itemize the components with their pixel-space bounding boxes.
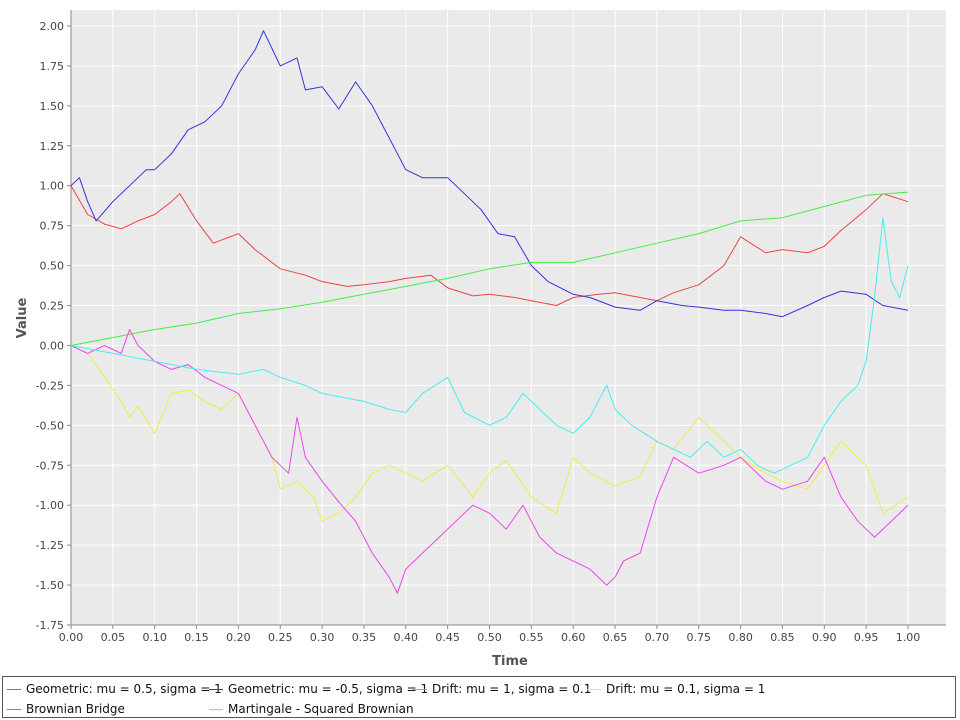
x-tick-label: 0.15 bbox=[184, 631, 209, 644]
x-tick-label: 0.95 bbox=[854, 631, 879, 644]
legend: Geometric: mu = 0.5, sigma = 1 Geometric:… bbox=[2, 676, 956, 718]
y-tick-label: 2.00 bbox=[40, 20, 65, 33]
series-line-5 bbox=[70, 329, 909, 594]
x-tick-label: 0.30 bbox=[310, 631, 335, 644]
legend-swatch bbox=[7, 708, 21, 710]
y-tick-label: 0.00 bbox=[40, 339, 65, 352]
series-line-3 bbox=[70, 191, 909, 346]
y-tick-label: -1.75 bbox=[36, 619, 64, 632]
x-tick-label: 0.50 bbox=[477, 631, 502, 644]
x-tick-label: 0.35 bbox=[352, 631, 377, 644]
x-tick-label: 0.65 bbox=[603, 631, 628, 644]
legend-item: Martingale - Squared Brownian bbox=[209, 700, 414, 718]
y-tick-label: 1.75 bbox=[40, 60, 65, 73]
legend-swatch bbox=[7, 688, 21, 690]
y-tick-label: -0.25 bbox=[36, 379, 64, 392]
y-tick-label: 0.50 bbox=[40, 260, 65, 273]
legend-swatch bbox=[209, 708, 223, 710]
legend-label: Brownian Bridge bbox=[26, 702, 125, 716]
legend-swatch bbox=[587, 688, 601, 690]
x-tick-label: 0.00 bbox=[59, 631, 84, 644]
y-tick-label: -0.75 bbox=[36, 459, 64, 472]
legend-swatch bbox=[209, 688, 223, 690]
x-tick-label: 1.00 bbox=[896, 631, 921, 644]
y-tick-label: -0.50 bbox=[36, 419, 64, 432]
line-chart: 0.00 0.05 0.10 0.15 0.20 0.25 0.30 0.35 0.40 0.45… bbox=[15, 10, 946, 669]
y-tick-label: 0.25 bbox=[40, 300, 65, 313]
x-tick-label: 0.25 bbox=[268, 631, 293, 644]
series-lines bbox=[70, 30, 909, 594]
legend-label: Drift: mu = 0.1, sigma = 1 bbox=[606, 682, 766, 696]
series-line-6 bbox=[70, 217, 909, 474]
x-tick-label: 0.85 bbox=[770, 631, 795, 644]
axes: 0.00 0.05 0.10 0.15 0.20 0.25 0.30 0.35 0.40 0.45… bbox=[36, 10, 946, 644]
legend-label: Martingale - Squared Brownian bbox=[228, 702, 414, 716]
legend-item: Drift: mu = 0.1, sigma = 1 bbox=[587, 680, 765, 698]
legend-item: Brownian Bridge bbox=[7, 700, 125, 718]
y-tick-label: -1.25 bbox=[36, 539, 64, 552]
series-line-2 bbox=[70, 30, 909, 318]
x-tick-label: 0.80 bbox=[728, 631, 753, 644]
y-tick-label: 0.75 bbox=[40, 220, 65, 233]
x-tick-label: 0.40 bbox=[394, 631, 419, 644]
x-tick-label: 0.20 bbox=[226, 631, 251, 644]
y-tick-label: 1.00 bbox=[40, 180, 65, 193]
series-line-1 bbox=[70, 185, 909, 306]
legend-label: Geometric: mu = -0.5, sigma = 1 bbox=[228, 682, 429, 696]
legend-item: Drift: mu = 1, sigma = 0.1 bbox=[413, 680, 591, 698]
x-tick-label: 0.10 bbox=[142, 631, 167, 644]
legend-item: Geometric: mu = 0.5, sigma = 1 bbox=[7, 680, 222, 698]
legend-label: Geometric: mu = 0.5, sigma = 1 bbox=[26, 682, 222, 696]
x-tick-label: 0.90 bbox=[812, 631, 837, 644]
series-line-4 bbox=[70, 345, 909, 522]
y-tick-label: 1.25 bbox=[40, 140, 65, 153]
x-tick-label: 0.75 bbox=[687, 631, 712, 644]
legend-swatch bbox=[413, 688, 427, 690]
x-tick-label: 0.60 bbox=[561, 631, 586, 644]
y-tick-label: 1.50 bbox=[40, 100, 65, 113]
y-tick-label: -1.00 bbox=[36, 499, 64, 512]
plot-area bbox=[71, 10, 946, 625]
legend-item: Geometric: mu = -0.5, sigma = 1 bbox=[209, 680, 428, 698]
y-tick-label: -1.50 bbox=[36, 579, 64, 592]
x-tick-label: 0.55 bbox=[519, 631, 544, 644]
legend-label: Drift: mu = 1, sigma = 0.1 bbox=[432, 682, 592, 696]
y-axis-title: Value bbox=[15, 297, 30, 338]
x-axis-title: Time bbox=[492, 654, 528, 669]
x-tick-label: 0.05 bbox=[101, 631, 126, 644]
x-tick-label: 0.70 bbox=[645, 631, 670, 644]
x-tick-label: 0.45 bbox=[435, 631, 460, 644]
